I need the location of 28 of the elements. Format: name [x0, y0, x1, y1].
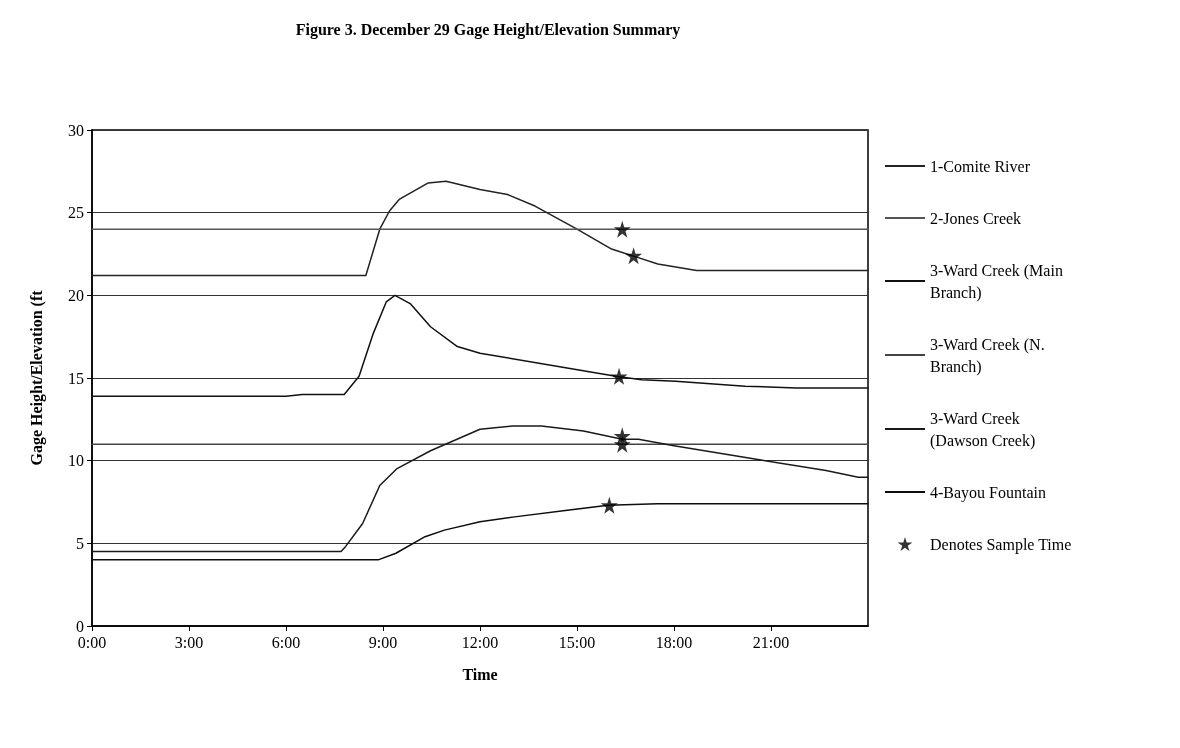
- y-tick-label: 5: [76, 534, 84, 552]
- legend-label: 4-Bayou Fountain: [930, 483, 1046, 502]
- x-tick-label: 15:00: [558, 633, 596, 651]
- x-axis-title: Time: [462, 665, 498, 683]
- x-tick-label: 12:00: [461, 633, 499, 651]
- y-tick-label: 25: [68, 204, 84, 222]
- y-tick-label: 0: [76, 617, 84, 635]
- legend-label: Denotes Sample Time: [930, 535, 1072, 554]
- x-tick-label: 18:00: [655, 633, 693, 651]
- x-tick-label: 9:00: [368, 633, 398, 651]
- line-series: [91, 180, 869, 277]
- x-tick-label: 3:00: [174, 633, 204, 651]
- y-tick-label: 15: [68, 369, 84, 387]
- y-tick-label: 20: [68, 286, 84, 304]
- legend-label: 2-Jones Creek: [930, 209, 1022, 227]
- legend-label: 3-Ward Creek (Dawson Creek): [930, 409, 1036, 450]
- chart-title: Figure 3. December 29 Gage Height/Elevation Summary: [295, 20, 681, 39]
- legend-label: 3-Ward Creek (Main Branch): [930, 261, 1067, 302]
- legend-label: 3-Ward Creek (N. Branch): [930, 335, 1049, 376]
- legend-label: 1-Comite River: [930, 157, 1031, 175]
- x-tick-label: 0:00: [77, 633, 107, 651]
- y-tick-label: 10: [68, 452, 84, 470]
- y-tick-label: 30: [68, 121, 84, 139]
- y-axis-title: Gage Height/Elevation (ft: [27, 289, 46, 466]
- line-series: [91, 425, 869, 553]
- x-tick-label: 21:00: [752, 633, 790, 651]
- line-series: [91, 294, 869, 397]
- x-tick-label: 6:00: [271, 633, 301, 651]
